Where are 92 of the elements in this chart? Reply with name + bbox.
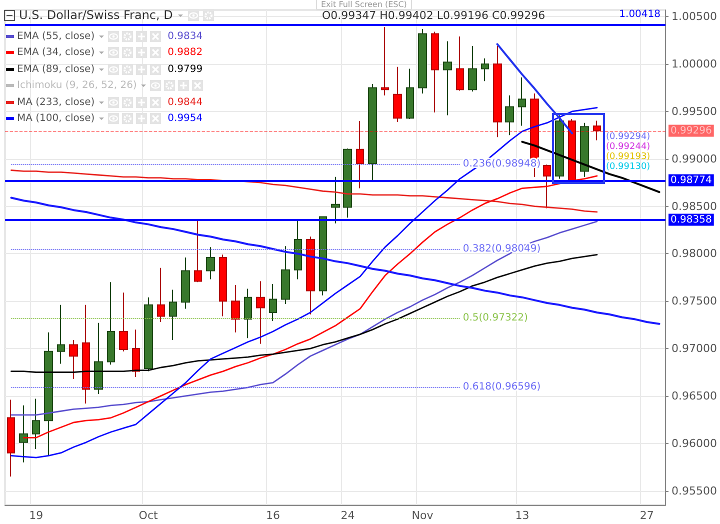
legend-label: MA (100, close)	[17, 113, 95, 124]
candlestick	[481, 58, 489, 82]
ref-line-label: 0.99296	[670, 125, 712, 136]
candlestick	[206, 246, 215, 280]
legend-label: Ichimoku (9, 26, 52, 26)	[17, 80, 137, 91]
candlestick	[518, 76, 526, 126]
candlestick	[443, 40, 452, 116]
candlestick	[356, 120, 364, 189]
x-tick-label: 24	[340, 509, 355, 522]
candlestick	[94, 322, 103, 395]
candlestick	[580, 122, 589, 178]
candlestick	[555, 114, 564, 180]
x-tick-label: 19	[29, 509, 44, 522]
ref-line-label: 0.5(0.97322)	[462, 312, 528, 324]
chart-subtitle: O0.99347 H0.99402 L0.99196 C0.99296	[322, 9, 546, 22]
candlestick	[244, 288, 252, 339]
x-tick-label: 16	[266, 509, 280, 522]
annotation: 0.9844	[168, 96, 203, 108]
annotation: 0.9799	[168, 64, 203, 74]
candlestick	[381, 26, 389, 96]
candlestick	[256, 280, 265, 344]
candlestick	[219, 254, 227, 317]
y-tick-label: 0.98000	[672, 247, 718, 260]
candlestick	[294, 219, 302, 280]
line-series	[496, 43, 574, 134]
legend-label: MA (233, close)	[17, 96, 95, 108]
y-tick-label: 0.96000	[672, 436, 718, 450]
candlestick	[456, 36, 464, 92]
annotation: (0.99130)	[606, 162, 650, 172]
candlestick	[19, 404, 28, 463]
candlestick	[119, 292, 128, 352]
text: Exit Full Screen (ESC)	[316, 0, 412, 10]
candlestick	[157, 267, 165, 322]
legend-label: EMA (55, close)	[17, 30, 95, 42]
y-tick-label: 0.99000	[672, 152, 718, 166]
x-tick-label: 13	[515, 509, 530, 522]
candlestick	[281, 246, 290, 304]
candlestick	[393, 66, 402, 122]
candlestick	[593, 120, 601, 141]
x-tick-label: Nov	[412, 509, 434, 522]
line-series	[10, 196, 660, 325]
candlestick	[57, 304, 65, 364]
candlestick	[231, 284, 240, 333]
y-tick-label: 0.95500	[672, 484, 718, 498]
candlestick	[181, 257, 190, 310]
candlestick	[269, 284, 277, 322]
annotation: 0.9954	[168, 113, 203, 124]
x-tick-label: Oct	[138, 509, 159, 522]
candlestick	[418, 28, 427, 94]
candlestick	[368, 83, 377, 182]
line-series	[10, 220, 598, 416]
y-tick-label: 0.96500	[672, 389, 718, 402]
y-tick-label: 0.97000	[672, 342, 718, 356]
annotation: (0.99294)	[606, 132, 650, 142]
candlestick	[319, 216, 327, 296]
annotation: (0.99193)	[606, 152, 650, 162]
candlestick	[505, 94, 514, 136]
ref-line-label: 0.98358	[670, 214, 712, 226]
ref-line-label: 0.618(0.96596)	[462, 381, 541, 392]
candlestick	[406, 68, 414, 120]
line-series	[10, 254, 598, 373]
ref-line-label: 1.00418	[619, 8, 661, 20]
candlestick	[107, 282, 115, 366]
candlestick	[343, 148, 352, 218]
legend-label: EMA (89, close)	[17, 64, 95, 74]
annotation: 0.9882	[168, 47, 203, 58]
candlestick	[169, 289, 177, 340]
candlestick	[194, 219, 202, 283]
candlestick	[331, 176, 340, 224]
candlestick	[144, 296, 153, 372]
line-series	[10, 170, 598, 213]
x-tick-label: 27	[640, 509, 654, 522]
y-tick-label: 1.00000	[672, 58, 718, 71]
annotation: (0.99244)	[606, 142, 650, 152]
candlestick	[7, 399, 15, 478]
y-tick-label: 0.98500	[672, 200, 718, 213]
legend-label: EMA (34, close)	[17, 47, 95, 58]
candlestick	[132, 329, 140, 378]
candlestick	[32, 398, 40, 450]
y-tick-label: 1.00500	[672, 10, 718, 24]
chart-title: U.S. Dollar/Swiss Franc, D	[19, 8, 173, 22]
candlestick	[431, 31, 439, 113]
ref-line-label: 0.98774	[670, 174, 712, 186]
candlestick	[493, 46, 502, 138]
y-tick-label: 0.97500	[672, 294, 718, 308]
candlestick	[468, 46, 477, 92]
annotation: 0.9834	[168, 30, 203, 42]
candlestick	[82, 304, 90, 404]
candlestick	[69, 340, 78, 380]
y-tick-label: 0.99500	[672, 104, 718, 118]
candlestick	[306, 236, 315, 315]
candlestick	[44, 332, 53, 456]
